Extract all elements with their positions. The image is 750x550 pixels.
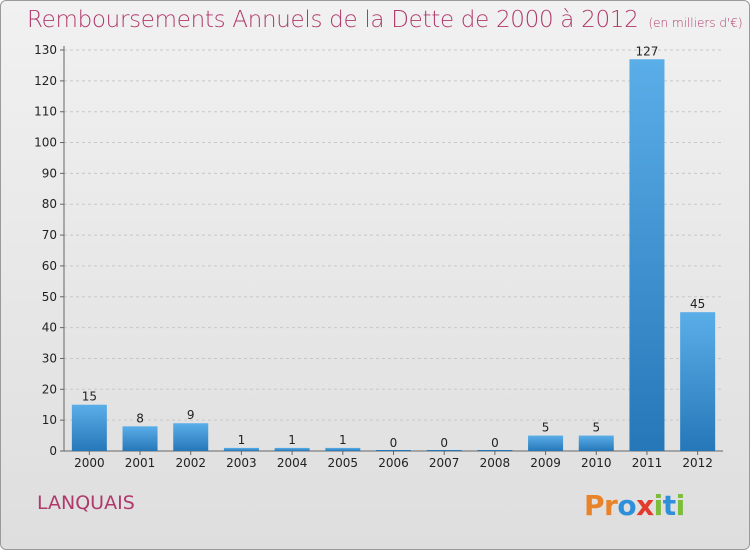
- y-tick-label: 20: [42, 382, 57, 396]
- x-tick-label: 2007: [429, 456, 460, 470]
- data-label: 5: [542, 421, 550, 435]
- y-tick-label: 10: [42, 413, 57, 427]
- bar: [477, 450, 513, 451]
- y-tick-label: 120: [34, 74, 57, 88]
- x-tick-label: 2008: [480, 456, 511, 470]
- x-tick-label: 2001: [125, 456, 156, 470]
- x-tick-label: 2000: [74, 456, 105, 470]
- y-tick-label: 130: [34, 43, 57, 57]
- y-tick-label: 110: [34, 105, 57, 119]
- logo-letter: r: [604, 489, 618, 522]
- logo-letter: P: [584, 489, 605, 522]
- logo-letter: i: [675, 489, 686, 522]
- chart-unit: (en milliers d'€): [648, 16, 743, 30]
- x-tick-label: 2011: [632, 456, 663, 470]
- bar: [71, 404, 107, 451]
- y-tick-label: 70: [42, 228, 57, 242]
- bar: [629, 59, 665, 451]
- data-label: 15: [82, 390, 97, 404]
- data-label: 1: [238, 433, 246, 447]
- x-tick-label: 2006: [378, 456, 409, 470]
- bar: [528, 435, 564, 451]
- logo-letter: i: [653, 489, 664, 522]
- data-label: 45: [690, 297, 705, 311]
- commune-name: LANQUAIS: [37, 492, 135, 514]
- y-tick-label: 60: [42, 259, 57, 273]
- data-label: 0: [390, 436, 398, 450]
- logo-letter: t: [662, 489, 676, 522]
- x-tick-label: 2009: [530, 456, 561, 470]
- chart-title: Remboursements Annuels de la Dette de 20…: [27, 7, 743, 33]
- y-tick-label: 100: [34, 136, 57, 150]
- bar: [578, 435, 614, 451]
- data-label: 0: [440, 436, 448, 450]
- data-label: 8: [136, 411, 144, 425]
- bar: [223, 447, 259, 451]
- logo-letter: x: [636, 489, 654, 522]
- x-tick-label: 2002: [175, 456, 206, 470]
- logo-letter: o: [617, 489, 637, 522]
- data-label: 1: [288, 433, 296, 447]
- bar: [376, 450, 411, 451]
- x-tick-label: 2003: [226, 456, 257, 470]
- bar: [680, 312, 716, 451]
- y-tick-label: 50: [42, 290, 57, 304]
- y-tick-label: 30: [42, 351, 57, 365]
- bar: [325, 447, 361, 451]
- x-tick-label: 2005: [328, 456, 359, 470]
- chart-title-text: Remboursements Annuels de la Dette de 20…: [27, 7, 639, 33]
- bar: [426, 450, 462, 451]
- data-label: 1: [339, 433, 347, 447]
- y-tick-label: 80: [42, 197, 57, 211]
- y-tick-label: 40: [42, 321, 57, 335]
- y-tick-label: 0: [49, 444, 57, 458]
- data-label: 5: [592, 421, 600, 435]
- bar: [173, 423, 209, 451]
- data-label: 127: [636, 44, 659, 58]
- data-label: 0: [491, 436, 499, 450]
- y-tick-label: 90: [42, 166, 57, 180]
- proxiti-logo[interactable]: Proxiti: [584, 489, 685, 522]
- bar: [122, 426, 158, 451]
- x-tick-label: 2010: [581, 456, 612, 470]
- x-tick-label: 2004: [277, 456, 308, 470]
- data-label: 9: [187, 408, 195, 422]
- x-tick-label: 2012: [682, 456, 713, 470]
- bar: [274, 447, 310, 451]
